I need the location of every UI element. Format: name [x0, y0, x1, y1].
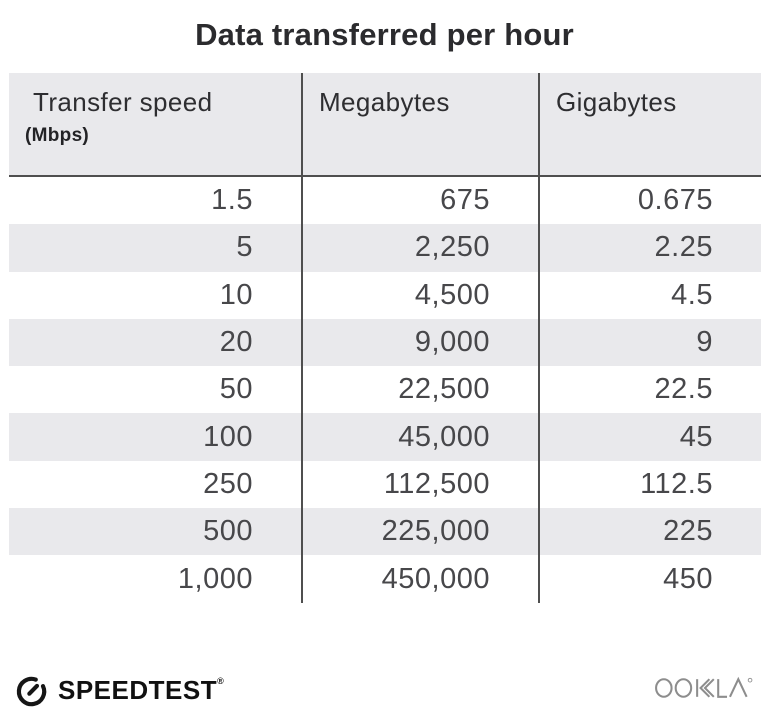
cell-gigabytes: 225 [538, 508, 761, 556]
cell-megabytes: 225,000 [301, 508, 539, 556]
cell-gigabytes: 22.5 [538, 366, 761, 414]
data-table: Transfer speed (Mbps) Megabytes Gigabyte… [9, 73, 761, 603]
column-header-megabytes: Megabytes [301, 73, 539, 177]
cell-megabytes: 450,000 [301, 555, 539, 603]
cell-megabytes: 112,500 [301, 460, 539, 509]
cell-transfer-speed: 500 [203, 515, 253, 548]
cell-megabytes: 675 [301, 176, 539, 225]
cell-megabytes: 4,500 [301, 271, 539, 319]
table-row: 250 112,500 112.5 [9, 460, 761, 509]
page-title: Data transferred per hour [195, 17, 574, 52]
table-row: 20 9,000 9 [9, 318, 761, 367]
cell-transfer-speed: 1.5 [211, 184, 253, 217]
column-header-label: Gigabytes [556, 87, 677, 117]
table-row: 1,000 450,000 450 [9, 555, 761, 603]
footer: SPEEDTEST® [14, 673, 753, 708]
registered-trademark-icon: ® [217, 676, 225, 686]
table-row: 1.5 675 0.675 [9, 176, 761, 225]
column-header-transfer-speed: Transfer speed (Mbps) [9, 73, 302, 177]
cell-gigabytes: 450 [538, 555, 761, 603]
column-header-label: Transfer speed [33, 87, 213, 117]
speedtest-wordmark: SPEEDTEST® [58, 675, 224, 706]
cell-transfer-speed: 250 [203, 467, 253, 500]
cell-megabytes: 45,000 [301, 413, 539, 461]
table-header-row: Transfer speed (Mbps) Megabytes Gigabyte… [9, 73, 761, 177]
cell-gigabytes: 112.5 [538, 460, 761, 509]
cell-gigabytes: 4.5 [538, 271, 761, 319]
table-body: 1.5 675 0.675 5 2,250 2.25 10 4,500 4.5 … [9, 176, 761, 603]
column-header-unit: (Mbps) [25, 125, 90, 146]
cell-gigabytes: 9 [538, 318, 761, 367]
table-row: 100 45,000 45 [9, 413, 761, 461]
cell-transfer-speed: 10 [219, 278, 253, 311]
table-row: 50 22,500 22.5 [9, 366, 761, 414]
table-header: Transfer speed (Mbps) Megabytes Gigabyte… [9, 73, 761, 177]
cell-transfer-speed: 100 [203, 420, 253, 453]
ookla-wordmark-icon [655, 676, 753, 698]
table-row: 10 4,500 4.5 [9, 271, 761, 319]
cell-megabytes: 2,250 [301, 224, 539, 272]
cell-transfer-speed: 1,000 [177, 562, 253, 595]
speedtest-label: SPEEDTEST [58, 675, 218, 705]
ookla-logo [655, 675, 753, 706]
table-row: 500 225,000 225 [9, 508, 761, 556]
cell-transfer-speed: 5 [236, 231, 253, 264]
speedtest-gauge-icon [16, 676, 47, 707]
cell-megabytes: 22,500 [301, 366, 539, 414]
cell-gigabytes: 45 [538, 413, 761, 461]
cell-megabytes: 9,000 [301, 318, 539, 367]
cell-gigabytes: 0.675 [538, 176, 761, 225]
cell-gigabytes: 2.25 [538, 224, 761, 272]
cell-transfer-speed: 50 [219, 373, 253, 406]
column-header-label: Megabytes [319, 87, 450, 117]
table-row: 5 2,250 2.25 [9, 224, 761, 272]
speedtest-logo: SPEEDTEST® [14, 673, 224, 708]
cell-transfer-speed: 20 [219, 326, 253, 359]
column-header-gigabytes: Gigabytes [538, 73, 761, 177]
